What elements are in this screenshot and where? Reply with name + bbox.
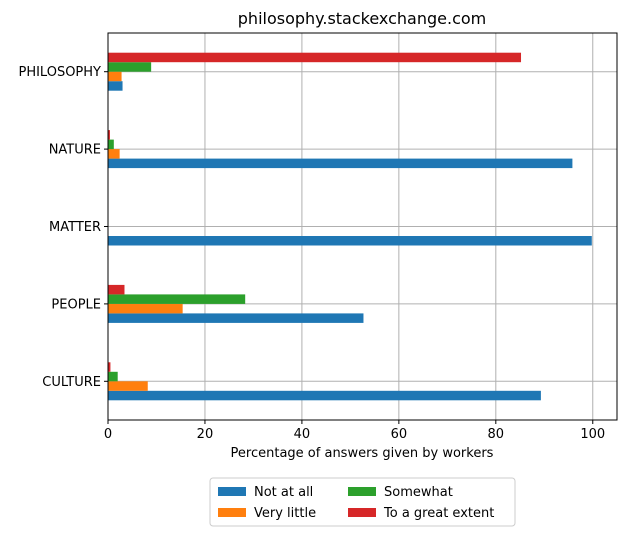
bar [108, 390, 541, 401]
bar [108, 371, 118, 382]
x-tick-label: 60 [391, 427, 408, 442]
x-axis-label: Percentage of answers given by workers [231, 446, 494, 461]
legend-box [209, 477, 516, 527]
bar [108, 381, 148, 391]
category-label: CULTURE [42, 375, 101, 390]
legend: Not at all Very little Somewhat To a great … [209, 477, 516, 527]
bar [108, 294, 246, 304]
bar [108, 236, 592, 246]
grid [107, 33, 617, 420]
bar [108, 313, 364, 323]
category-label: MATTER [49, 220, 101, 235]
bar [108, 71, 122, 82]
legend-swatch [218, 487, 246, 496]
legend-label: Not at all [254, 485, 313, 500]
bar [108, 362, 111, 372]
legend-swatch [348, 508, 376, 517]
legend-swatch [218, 508, 246, 517]
bar [108, 284, 125, 295]
bar [108, 303, 183, 314]
ticks: 0 20 40 60 80 100 [104, 71, 605, 442]
bar [108, 81, 123, 91]
legend-swatch [348, 487, 376, 496]
bar [108, 149, 120, 159]
legend-label: Somewhat [384, 485, 453, 500]
category-labels: CULTURE PEOPLE MATTER NATURE PHILOSOPHY [18, 65, 101, 390]
chart-title: philosophy.stackexchange.com [238, 9, 486, 28]
bar [108, 158, 573, 169]
bar [108, 52, 522, 63]
bars [108, 52, 592, 401]
category-label: PEOPLE [51, 297, 101, 312]
bar [108, 130, 110, 140]
x-tick-label: 0 [104, 427, 112, 442]
category-label: NATURE [49, 143, 101, 158]
bar [108, 139, 114, 150]
x-tick-label: 40 [294, 427, 311, 442]
category-label: PHILOSOPHY [18, 65, 101, 80]
x-tick-label: 80 [488, 427, 505, 442]
legend-label: To a great extent [383, 506, 494, 521]
legend-label: Very little [254, 506, 316, 521]
x-tick-label: 100 [580, 427, 605, 442]
bar [108, 62, 152, 72]
x-tick-label: 20 [197, 427, 214, 442]
